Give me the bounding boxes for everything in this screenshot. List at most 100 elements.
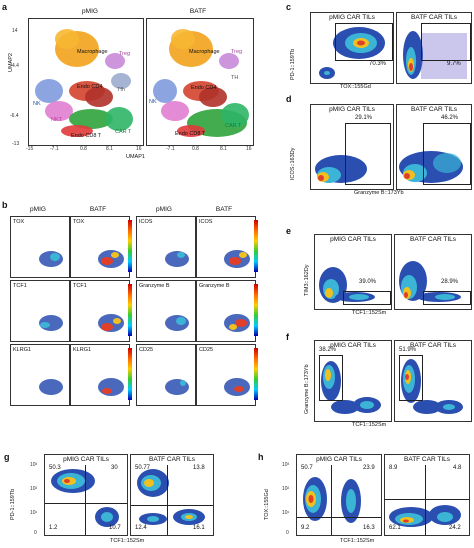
plot-title: pMIG CAR TILs	[330, 236, 376, 243]
axis-tick: 10²	[30, 486, 38, 492]
panel-d-label: d	[286, 94, 292, 104]
quadrant-divider-v	[331, 465, 332, 535]
panel-b-col-title: BATF	[215, 206, 233, 213]
plot-title: BATF CAR TILs	[410, 342, 456, 349]
umap-batf-plot: Macrophage Treg TH Endo CD4 NK Endo CD8 …	[146, 18, 254, 146]
feature-plot: CD25	[136, 344, 196, 406]
feature-plot: TCF1	[70, 280, 130, 342]
panel-a-ytick: 4.4	[12, 63, 19, 69]
feature-plot: Granzyme B	[136, 280, 196, 342]
axis-tick: 0	[34, 530, 37, 536]
gate-percent: 9.7%	[447, 61, 461, 67]
feature-label: KLRG1	[73, 347, 92, 353]
panel-a-xtick: 8.1	[106, 146, 113, 152]
plot-title: BATF CAR TILs	[411, 14, 457, 21]
cluster-label-th: TH	[231, 75, 239, 81]
feature-plot: CD25	[196, 344, 256, 406]
panel-d-xlabel: Granzyme B::173Yb	[354, 190, 404, 196]
panel-g-ylabel: PD-1::159Tb	[10, 488, 16, 520]
panel-a-xtick: 0.8	[192, 146, 199, 152]
flow-plot-h-pmig: pMIG CAR TILs 50.7 23.9 9.2 16.3	[296, 454, 382, 536]
panel-g-label: g	[4, 452, 10, 462]
panel-b-col-title: pMIG	[30, 206, 46, 213]
feature-label: ICOS	[199, 219, 213, 225]
gate-percent: 70.3%	[369, 61, 387, 67]
quadrant-value: 50.77	[135, 465, 151, 471]
panel-a-label: a	[2, 2, 8, 12]
feature-plot: TOX	[70, 216, 130, 278]
panel-a-xtick: -7.1	[166, 146, 175, 152]
quadrant-value: 8.9	[389, 465, 398, 471]
panel-b-label: b	[2, 200, 8, 210]
axis-tick: 10¹	[30, 510, 38, 516]
panel-f-ylabel: Granzyme B::173Yb	[304, 364, 310, 414]
panel-a-xtick: 8.1	[220, 146, 227, 152]
panel-f-xlabel: TCF1::152Sm	[352, 422, 387, 428]
quadrant-divider-v	[85, 465, 86, 535]
quadrant-value: 62.1	[389, 525, 401, 531]
gate	[423, 123, 471, 185]
gate-percent: 39.0%	[359, 279, 377, 285]
quadrant-value: 4.8	[453, 465, 462, 471]
cluster-label-treg: Treg	[119, 51, 131, 57]
flow-plot-d-pmig: pMIG CAR TILs 29.1%	[310, 104, 394, 190]
gate-percent: 29.1%	[355, 115, 373, 121]
quadrant-value: 13.8	[193, 465, 205, 471]
cluster-label-treg: Treg	[231, 49, 243, 55]
feature-plot: TCF1	[10, 280, 70, 342]
quadrant-value: 16.3	[363, 525, 375, 531]
gate-percent: 51.9%	[399, 347, 417, 353]
umap-pmig-plot: Macrophage Treg Endo CD4 Tfh NK NKT Endo…	[28, 18, 144, 146]
cluster-label-tfh: Tfh	[117, 87, 125, 93]
gate	[423, 291, 471, 305]
cluster-label-car-t: CAR T	[115, 129, 132, 135]
quadrant-value: 50.7	[301, 465, 313, 471]
cluster-label-car-t: CAR T	[225, 123, 242, 129]
panel-h-label: h	[258, 452, 264, 462]
quadrant-divider-v	[425, 465, 426, 535]
flow-plot-d-batf: BATF CAR TILs 46.2%	[396, 104, 472, 190]
flow-plot-f-pmig: pMIG CAR TILs 38.2%	[314, 340, 392, 422]
quadrant-value: 24.2	[449, 525, 461, 531]
gate	[399, 355, 423, 401]
cluster-label-nkt: NKT	[51, 117, 62, 123]
plot-title: BATF CAR TILs	[404, 456, 450, 463]
cluster-label-macrophage: Macrophage	[189, 49, 220, 55]
plot-title: pMIG CAR TILs	[330, 342, 376, 349]
plot-title: pMIG CAR TILs	[63, 456, 109, 463]
flow-plot-h-batf: BATF CAR TILs 8.9 4.8 62.1 24.2	[384, 454, 470, 536]
panel-a-title-pmig: pMIG	[82, 8, 98, 15]
feature-label: TOX	[13, 219, 25, 225]
panel-a-xtick: 0.8	[80, 146, 87, 152]
gate	[343, 291, 391, 305]
quadrant-value: 30	[111, 465, 118, 471]
feature-label: CD25	[199, 347, 214, 353]
panel-a-xtick: 16	[246, 146, 252, 152]
panel-a-ytick: -13	[12, 141, 20, 147]
plot-title: BATF CAR TILs	[410, 236, 456, 243]
plot-title: pMIG CAR TILs	[316, 456, 362, 463]
panel-a-xtick: -15	[26, 146, 34, 152]
axis-tick: 10³	[30, 462, 38, 468]
feature-plot: TOX	[10, 216, 70, 278]
panel-c-xlabel: TOX::155Gd	[340, 84, 371, 90]
panel-a-xtick: 16	[136, 146, 142, 152]
cluster-label-nk: NK	[149, 99, 157, 105]
axis-tick: 0	[286, 530, 289, 536]
panel-a-xlabel: UMAP1	[126, 154, 145, 160]
feature-plot: KLRG1	[70, 344, 130, 406]
flow-plot-e-pmig: pMIG CAR TILs 39.0%	[314, 234, 392, 310]
plot-title: pMIG CAR TILs	[329, 106, 375, 113]
cluster-label-endo-cd8: Endo CD8 T	[71, 133, 102, 139]
panel-b-col-title: pMIG	[156, 206, 172, 213]
feature-plot: Granzyme B	[196, 280, 256, 342]
colorbar	[254, 220, 258, 272]
flow-plot-e-batf: BATF CAR TILs 28.9%	[394, 234, 472, 310]
quadrant-value: 16.1	[193, 525, 205, 531]
feature-plot: ICOS	[196, 216, 256, 278]
colorbar	[128, 348, 132, 400]
colorbar	[128, 284, 132, 336]
panel-h-ylabel: TOX::155Gd	[264, 489, 270, 520]
flow-plot-f-batf: BATF CAR TILs 51.9%	[394, 340, 472, 422]
umap-batf-svg	[153, 29, 249, 137]
